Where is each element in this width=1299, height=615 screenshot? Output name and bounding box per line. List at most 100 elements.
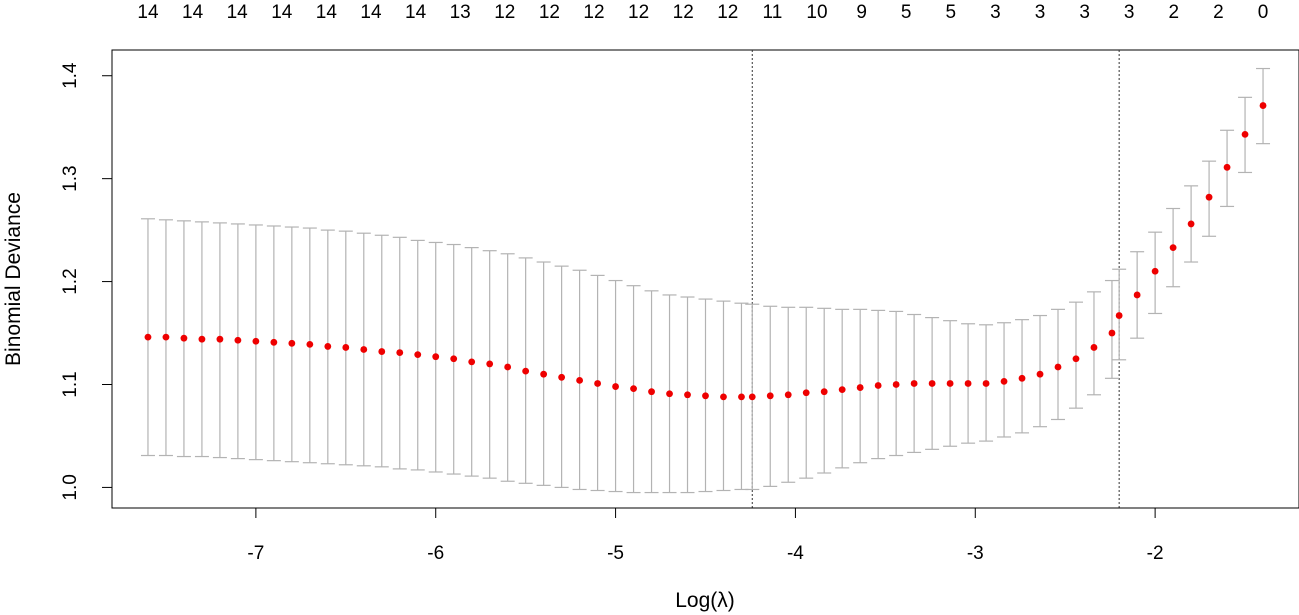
data-point (1018, 374, 1026, 382)
top-label: 3 (990, 2, 1001, 23)
data-point (1205, 193, 1213, 201)
top-label: 12 (717, 2, 738, 23)
data-point (784, 391, 792, 399)
data-point (856, 384, 864, 391)
data-point (450, 355, 458, 363)
data-point (648, 388, 655, 396)
data-point (738, 393, 745, 401)
data-point (964, 380, 972, 387)
data-point (1090, 344, 1098, 351)
top-label: 12 (583, 2, 604, 23)
data-point (198, 335, 206, 343)
top-label: 14 (182, 2, 204, 23)
data-point (928, 380, 936, 387)
y-tick-label: 1.2 (60, 268, 81, 294)
x-axis-label: Log(λ) (675, 589, 735, 612)
data-point (802, 389, 810, 397)
top-label: 5 (901, 2, 912, 23)
top-label: 14 (227, 2, 249, 23)
top-label: 2 (1213, 2, 1224, 23)
top-label: 9 (856, 2, 867, 23)
data-point (414, 351, 422, 359)
top-label: 3 (1079, 2, 1090, 23)
top-axis-labels: 14 14 14 14 14 14 14 13 12 12 12 12 12 12 11 10 9 5 5 3 3 3 3 2… (137, 2, 1268, 23)
data-point (982, 380, 990, 387)
data-point (396, 349, 404, 356)
data-point (630, 385, 637, 393)
errorbar (1086, 291, 1101, 396)
data-point (360, 346, 368, 353)
data-point (1259, 102, 1267, 109)
data-point (1072, 355, 1080, 363)
x-tick-label: -3 (967, 543, 984, 564)
data-point (1000, 378, 1008, 385)
y-tick-label: 1.4 (60, 62, 81, 89)
y-tick-label: 1.0 (60, 474, 81, 500)
data-point (162, 333, 170, 341)
data-point (720, 393, 727, 401)
data-point (540, 370, 548, 378)
data-point (378, 348, 386, 355)
data-point (1108, 329, 1116, 337)
top-label: 12 (494, 2, 515, 23)
data-point (306, 340, 314, 348)
y-axis-label: Binomial Deviance (2, 192, 25, 366)
data-point (504, 363, 512, 371)
top-label: 2 (1169, 2, 1180, 23)
data-point (180, 334, 188, 342)
top-label: 11 (763, 2, 783, 23)
top-label: 12 (539, 2, 560, 23)
data-point (910, 380, 918, 387)
y-tick-label: 1.3 (60, 165, 81, 191)
y-axis: 1.0 1.1 1.2 1.3 1.4 (60, 62, 113, 501)
x-tick-label: -7 (247, 543, 264, 564)
top-label: 5 (946, 2, 957, 23)
top-label: 13 (450, 2, 471, 23)
data-point (486, 360, 494, 368)
reference-lines (751, 50, 1120, 508)
error-bars (140, 67, 1271, 494)
data-point (1054, 363, 1062, 371)
top-label: 12 (673, 2, 694, 23)
data-point (684, 391, 691, 399)
top-label: 14 (271, 2, 293, 23)
data-point (144, 333, 152, 341)
data-point (468, 358, 476, 366)
data-point (522, 367, 530, 375)
data-point (324, 343, 332, 350)
data-point (288, 339, 296, 347)
data-point (766, 392, 774, 400)
data-point (432, 353, 440, 361)
x-tick-label: -2 (1147, 543, 1164, 564)
data-point (1151, 267, 1159, 275)
data-point (558, 373, 566, 381)
top-label: 10 (806, 2, 827, 23)
data-point (838, 386, 846, 394)
data-point (892, 381, 900, 388)
data-point (252, 337, 260, 345)
data-points (144, 102, 1267, 401)
top-label: 3 (1124, 2, 1135, 23)
data-point (1241, 130, 1249, 138)
data-point (1115, 312, 1123, 319)
y-tick-label: 1.1 (60, 371, 81, 397)
errorbar (1104, 279, 1119, 379)
data-point (748, 393, 756, 401)
top-label: 12 (628, 2, 649, 23)
top-label: 14 (137, 2, 159, 23)
data-point (1036, 370, 1044, 378)
top-label: 3 (1035, 2, 1046, 23)
x-tick-label: -6 (427, 543, 444, 564)
top-label: 14 (316, 2, 338, 23)
data-point (874, 382, 882, 389)
x-axis: -7 -6 -5 -4 -3 -2 (247, 507, 1164, 564)
data-point (1223, 163, 1231, 171)
data-point (820, 388, 828, 396)
data-point (612, 383, 619, 390)
data-point (702, 392, 709, 400)
data-point (666, 390, 673, 398)
data-point (1187, 220, 1195, 228)
data-point (946, 380, 954, 387)
data-point (594, 380, 601, 387)
